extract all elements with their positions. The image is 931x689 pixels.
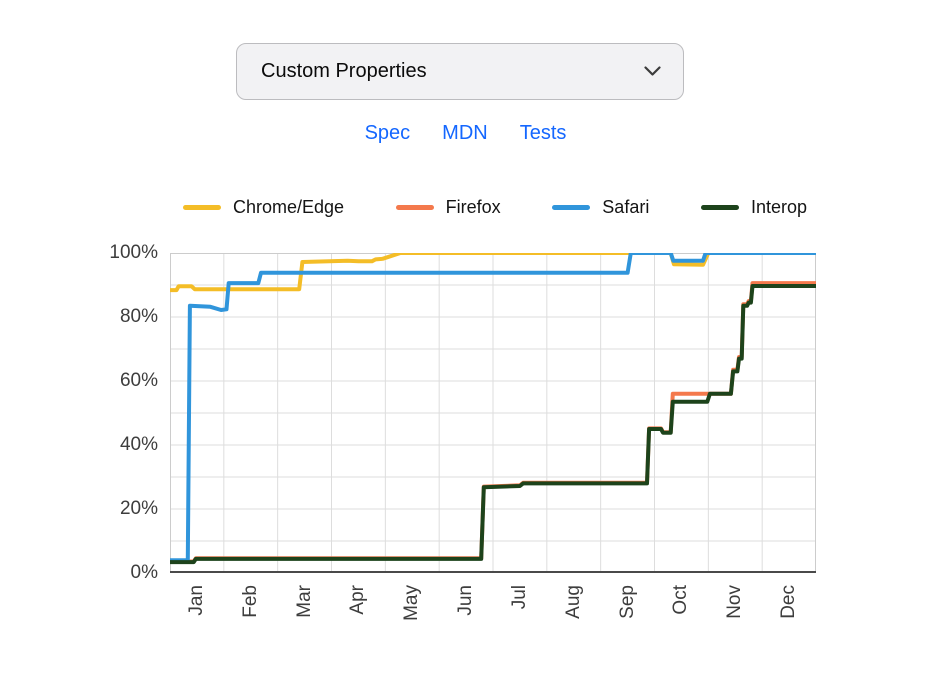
y-axis-tick: 0% — [130, 562, 158, 583]
legend-item-chrome-edge: Chrome/Edge — [183, 197, 344, 218]
y-axis-tick: 20% — [119, 498, 158, 519]
x-axis-label: Jun — [455, 585, 477, 616]
x-axis-label: Mar — [293, 585, 315, 618]
series-line-chrome-edge — [170, 253, 816, 293]
x-axis-label: Oct — [670, 585, 692, 615]
legend-label-interop: Interop — [750, 197, 807, 217]
chevron-down-icon — [644, 66, 661, 77]
x-axis-label: Jul — [508, 585, 530, 610]
mdn-link[interactable]: MDN — [442, 122, 488, 144]
legend-item-safari: Safari — [552, 197, 649, 218]
legend-item-interop: Interop — [700, 197, 807, 218]
x-axis-label: Apr — [347, 585, 369, 615]
y-axis-tick: 40% — [119, 434, 158, 455]
resource-links: Spec MDN Tests — [0, 122, 931, 145]
legend-swatch-firefox — [395, 205, 434, 210]
legend-label-chrome-edge: Chrome/Edge — [233, 197, 345, 217]
series-line-interop — [170, 284, 816, 565]
y-axis-tick: 100% — [109, 242, 158, 263]
feature-select-value: Custom Properties — [261, 60, 427, 82]
tests-link[interactable]: Tests — [519, 122, 567, 144]
x-axis-label: Aug — [562, 585, 584, 619]
legend-swatch-safari — [552, 205, 591, 210]
legend-swatch-chrome-edge — [183, 205, 221, 210]
y-axis-tick: 60% — [119, 370, 158, 391]
x-axis-label: Jan — [185, 585, 207, 616]
x-axis-label: Feb — [239, 585, 261, 618]
legend-label-firefox: Firefox — [445, 197, 501, 217]
series-line-safari — [170, 253, 816, 563]
legend-label-safari: Safari — [602, 197, 650, 217]
legend-swatch-interop — [700, 205, 739, 210]
x-axis-label: Sep — [616, 585, 638, 619]
x-axis-label: Nov — [724, 585, 746, 619]
x-axis-label: Dec — [778, 585, 800, 619]
spec-link[interactable]: Spec — [364, 122, 411, 144]
chart-legend: Chrome/Edge Firefox Safari Interop — [183, 197, 807, 218]
chart-plot-area — [170, 253, 816, 573]
legend-item-firefox: Firefox — [395, 197, 501, 218]
x-axis-label: May — [401, 585, 423, 621]
y-axis-tick: 80% — [119, 306, 158, 327]
feature-select[interactable]: Custom Properties — [236, 43, 684, 100]
